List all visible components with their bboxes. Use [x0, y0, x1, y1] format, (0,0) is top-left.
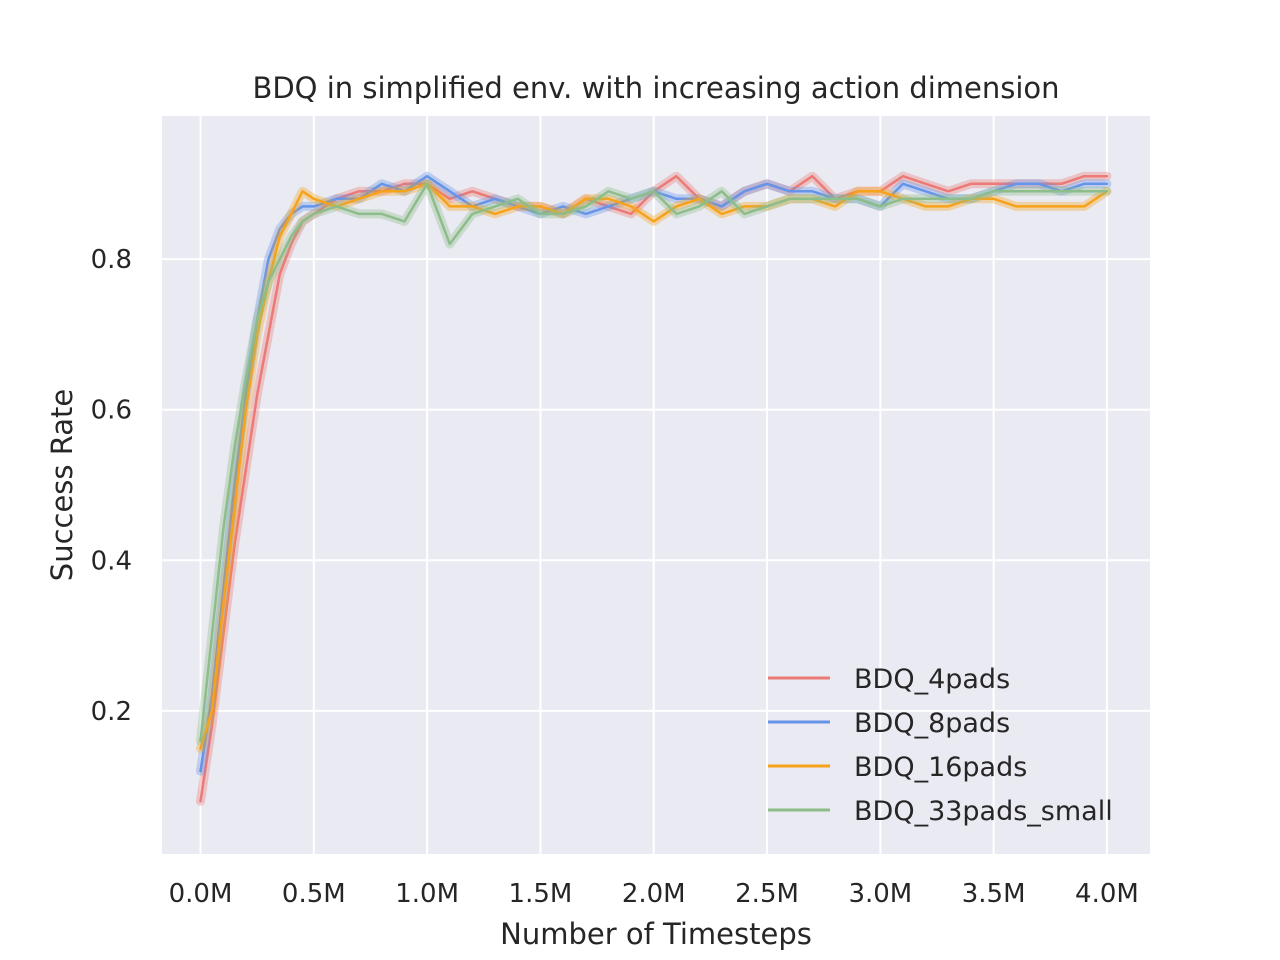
y-tick-label: 0.4 — [91, 546, 132, 576]
tick-layer: 0.0M 0.5M 1.0M 1.5M 2.0M 2.5M 3.0M 3.5M 4.0M 0.2 0… — [91, 245, 1139, 909]
x-tick-label: 4.0M — [1075, 879, 1139, 909]
y-tick-label: 0.6 — [91, 396, 132, 426]
series-line-2 — [199, 174, 1109, 773]
plot-background — [162, 116, 1150, 854]
y-tick-label: 0.2 — [91, 697, 132, 727]
x-tick-label: 1.5M — [509, 879, 573, 909]
legend-label-4: BDQ_33pads_small — [854, 796, 1113, 827]
x-tick-label: 0.0M — [169, 879, 233, 909]
x-tick-label: 3.0M — [848, 879, 912, 909]
x-tick-label: 1.0M — [395, 879, 459, 909]
chart-title: BDQ in simplified env. with increasing a… — [252, 71, 1059, 105]
legend-label-3: BDQ_16pads — [854, 752, 1027, 783]
y-axis-label: Success Rate — [45, 389, 79, 581]
series-layer — [196, 171, 1112, 806]
series-line-4 — [199, 182, 1109, 743]
x-axis-label: Number of Timesteps — [500, 917, 812, 951]
y-tick-label: 0.8 — [91, 245, 132, 275]
x-tick-label: 3.5M — [962, 879, 1026, 909]
legend: BDQ_4pads BDQ_8pads BDQ_16pads BDQ_33pads_s… — [768, 664, 1113, 827]
x-tick-label: 2.5M — [735, 879, 799, 909]
series-line-1 — [199, 174, 1109, 803]
x-tick-label: 2.0M — [622, 879, 686, 909]
grid-layer — [162, 116, 1150, 854]
x-tick-label: 0.5M — [282, 879, 346, 909]
legend-label-1: BDQ_4pads — [854, 664, 1010, 695]
legend-label-2: BDQ_8pads — [854, 708, 1010, 739]
